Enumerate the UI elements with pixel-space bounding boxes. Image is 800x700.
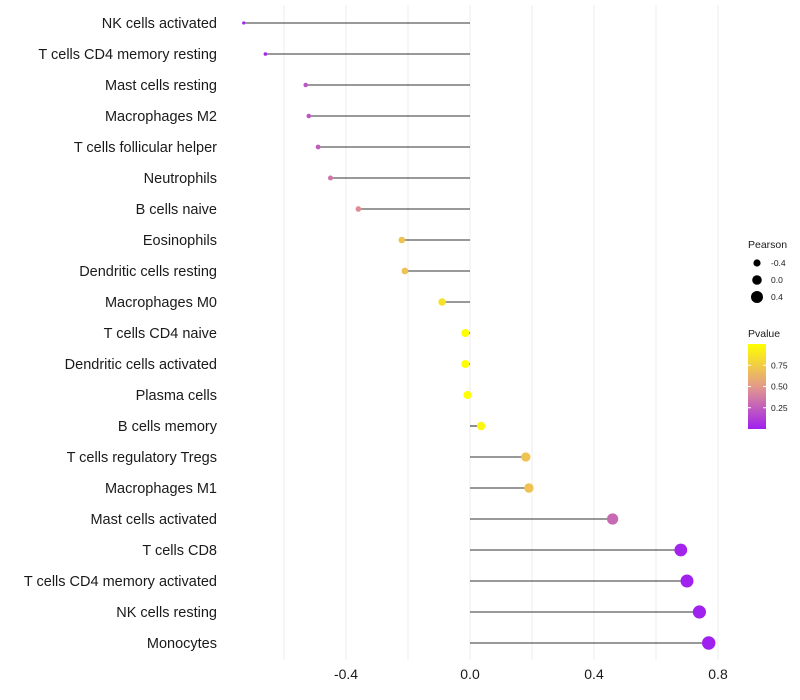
category-label: Plasma cells bbox=[136, 388, 217, 404]
lollipop-point bbox=[242, 21, 246, 25]
pearson-legend-label: 0.0 bbox=[771, 275, 783, 285]
pvalue-legend-label: 0.50 bbox=[771, 382, 788, 392]
category-label: T cells CD4 memory resting bbox=[38, 47, 217, 63]
category-label: Macrophages M1 bbox=[105, 481, 217, 497]
pearson-legend-title: Pearson bbox=[748, 239, 787, 251]
category-label: Monocytes bbox=[147, 636, 217, 652]
category-label: Macrophages M0 bbox=[105, 295, 217, 311]
category-label: Macrophages M2 bbox=[105, 109, 217, 125]
pvalue-legend: Pvalue 0.25 0.50 0.75 bbox=[748, 328, 788, 429]
pearson-legend-dot bbox=[752, 275, 762, 285]
x-tick-label: 0.8 bbox=[708, 666, 728, 682]
category-label: T cells follicular helper bbox=[74, 140, 217, 156]
lollipop-point bbox=[680, 574, 694, 588]
lollipop-point bbox=[327, 175, 334, 181]
pearson-legend-label: -0.4 bbox=[771, 258, 786, 268]
category-label: Dendritic cells activated bbox=[65, 357, 217, 373]
grid-layer bbox=[283, 5, 719, 660]
category-label: Dendritic cells resting bbox=[79, 264, 217, 280]
lollipop-point bbox=[355, 206, 362, 212]
lollipop-point bbox=[303, 82, 308, 88]
x-tick-label: -0.4 bbox=[334, 666, 358, 682]
category-label: NK cells resting bbox=[116, 605, 217, 621]
pvalue-legend-title: Pvalue bbox=[748, 328, 780, 340]
lollipop-point bbox=[463, 390, 472, 400]
lollipop-point bbox=[674, 543, 688, 557]
category-label: T cells CD4 memory activated bbox=[24, 574, 217, 590]
point-layer bbox=[242, 21, 716, 650]
lollipop-point bbox=[438, 298, 446, 306]
category-labels: NK cells activated T cells CD4 memory res… bbox=[24, 16, 218, 652]
lollipop-point bbox=[315, 144, 321, 150]
lollipop-point bbox=[306, 113, 312, 119]
pearson-legend-label: 0.4 bbox=[771, 292, 783, 302]
category-label: B cells memory bbox=[118, 419, 218, 435]
category-label: Neutrophils bbox=[144, 171, 217, 187]
pearson-legend-dot bbox=[753, 259, 761, 267]
category-label: Mast cells resting bbox=[105, 78, 217, 94]
pvalue-legend-label: 0.75 bbox=[771, 360, 788, 370]
lollipop-point bbox=[521, 452, 531, 462]
category-label: T cells CD8 bbox=[142, 543, 217, 559]
pvalue-colorbar bbox=[748, 344, 766, 429]
x-axis-ticks: -0.4 0.0 0.4 0.8 bbox=[334, 666, 728, 682]
x-tick-label: 0.4 bbox=[584, 666, 604, 682]
pvalue-legend-label: 0.25 bbox=[771, 403, 788, 413]
category-label: Mast cells activated bbox=[90, 512, 217, 528]
category-label: NK cells activated bbox=[102, 16, 217, 32]
pearson-legend: Pearson -0.4 0.0 0.4 bbox=[748, 239, 787, 303]
category-label: T cells CD4 naive bbox=[104, 326, 217, 342]
lollipop-point bbox=[702, 636, 716, 650]
lollipop-point bbox=[263, 52, 268, 56]
lollipop-point bbox=[476, 421, 486, 431]
lollipop-point bbox=[401, 267, 409, 275]
lollipop-point bbox=[692, 605, 706, 619]
lollipop-point bbox=[398, 236, 406, 244]
lollipop-point bbox=[461, 328, 470, 338]
x-tick-label: 0.0 bbox=[460, 666, 480, 682]
category-label: B cells naive bbox=[136, 202, 217, 218]
lollipop-point bbox=[524, 483, 534, 493]
category-label: Eosinophils bbox=[143, 233, 217, 249]
stem-layer bbox=[243, 22, 709, 644]
lollipop-point bbox=[461, 359, 470, 369]
pearson-legend-dot bbox=[751, 291, 763, 303]
lollipop-point bbox=[606, 513, 619, 525]
category-label: T cells regulatory Tregs bbox=[67, 450, 217, 466]
